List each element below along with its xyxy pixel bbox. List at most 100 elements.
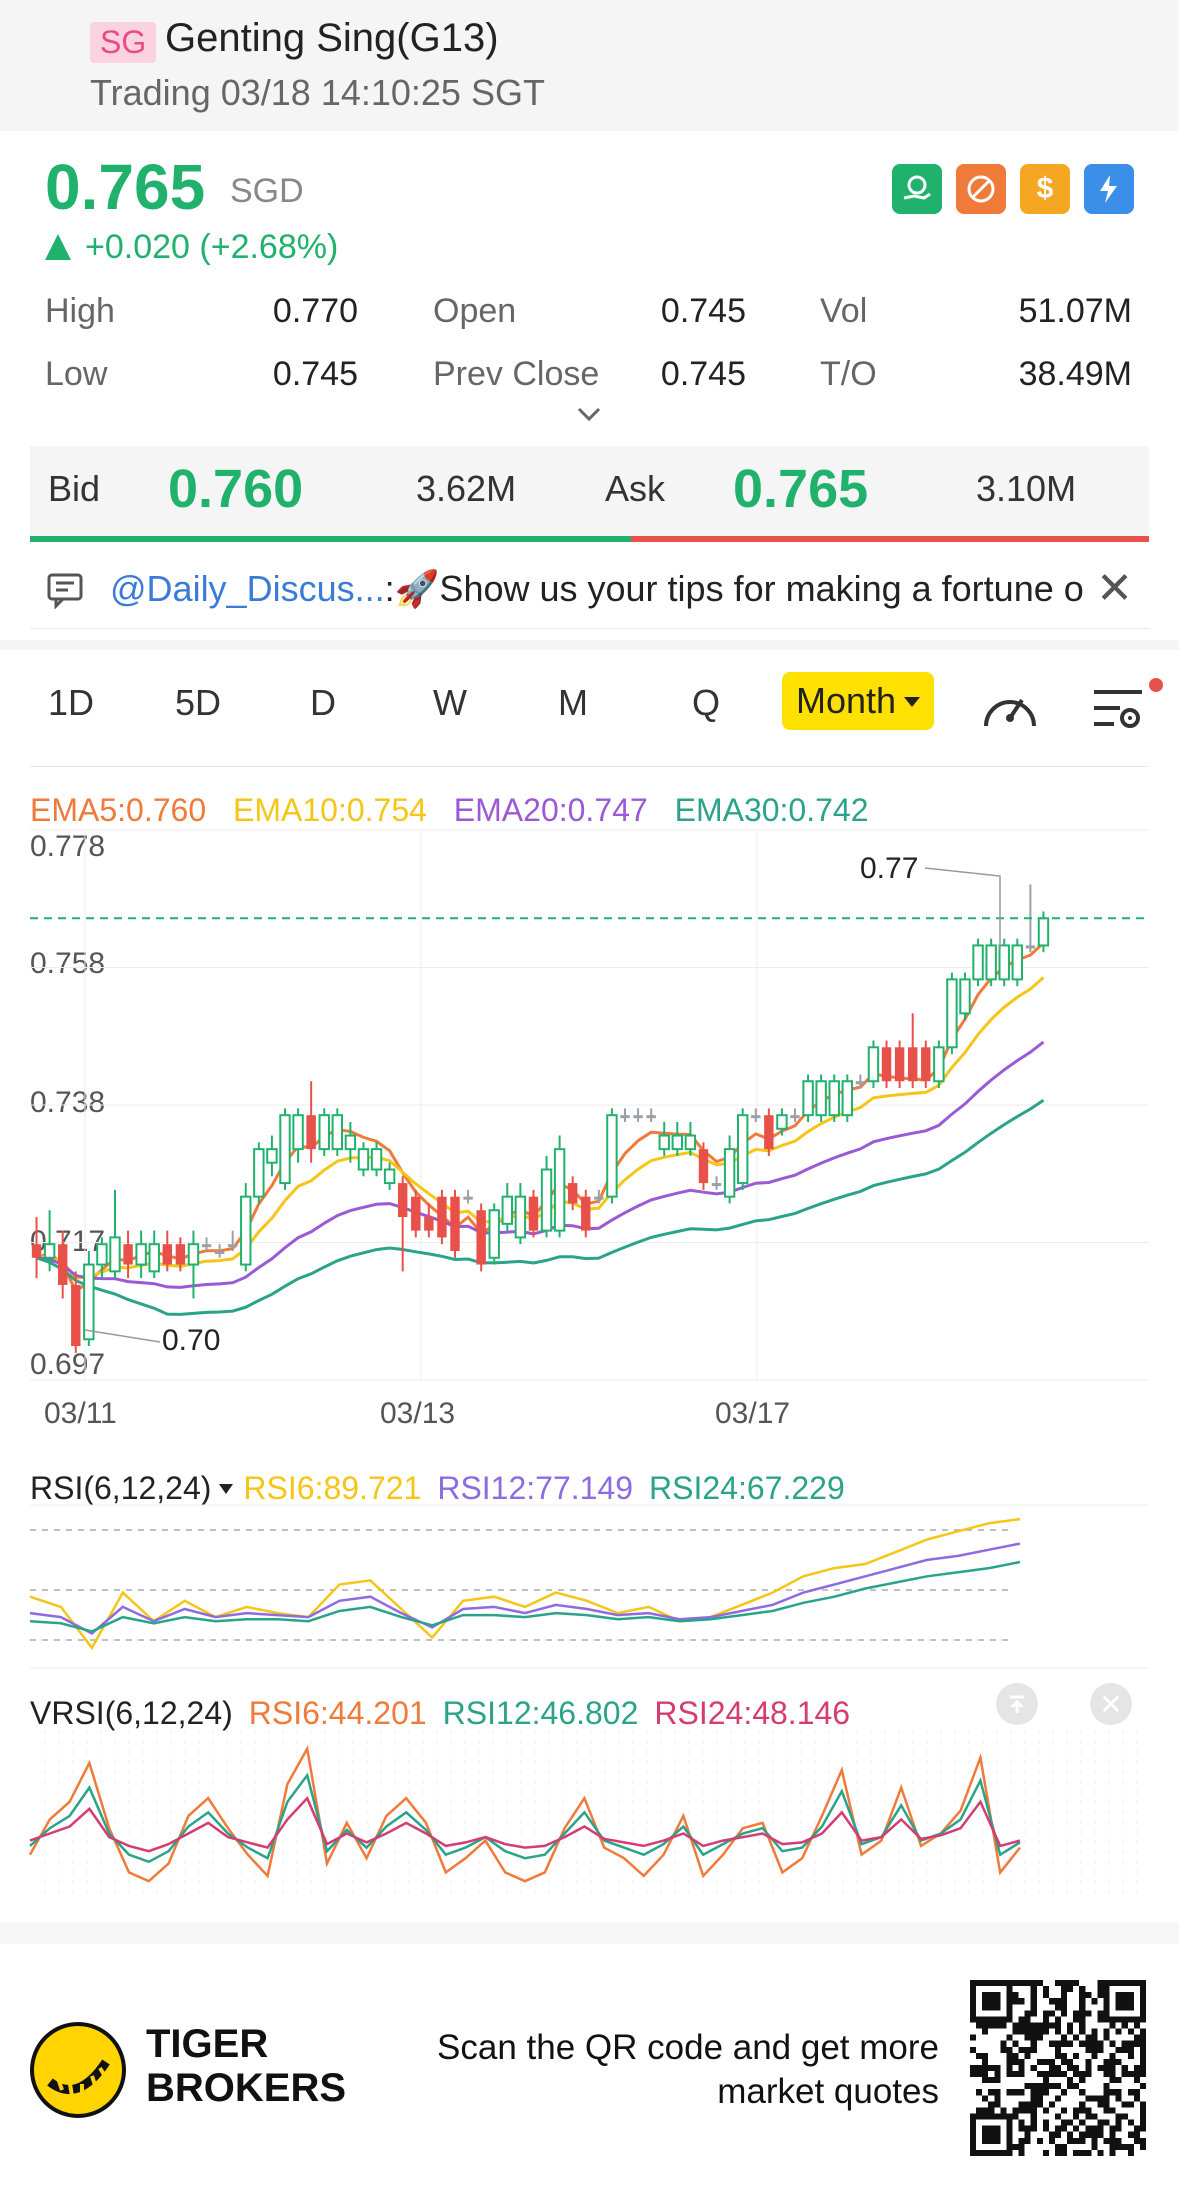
qr-module (1030, 2010, 1037, 2017)
qr-module (1012, 2022, 1019, 2029)
qr-module (1127, 2101, 1134, 2108)
move-top-icon[interactable] (996, 1683, 1038, 1725)
scan-line1: Scan the QR code and get more (437, 2028, 939, 2067)
ask-volume-bar (631, 536, 1149, 542)
qr-module (1036, 2071, 1043, 2078)
qr-module (1012, 2113, 1019, 2120)
qr-module (994, 2022, 1001, 2029)
qr-module (1115, 2046, 1122, 2053)
candle-body (567, 1183, 578, 1204)
close-indicator-icon[interactable]: ✕ (1090, 1683, 1132, 1725)
qr-module (1073, 2071, 1080, 2078)
qr-module (1133, 2071, 1140, 2078)
qr-module (1091, 2143, 1098, 2150)
qr-module (1048, 2010, 1055, 2017)
gauge-icon[interactable] (980, 682, 1040, 734)
qr-module (1054, 1980, 1062, 1987)
qr-module (1030, 1998, 1037, 2005)
qr-module (1097, 2064, 1104, 2072)
qr-module (1127, 2052, 1134, 2059)
vrsi12-line (29, 1772, 1021, 1864)
tab-d[interactable]: D (310, 682, 336, 723)
qr-module (1042, 2010, 1049, 2017)
discussion-ticker[interactable]: @Daily_Discus...:🚀Show us your tips for … (30, 555, 1149, 629)
candle-body (71, 1284, 81, 1347)
candle-body (514, 1195, 527, 1239)
indicator-settings-icon[interactable] (1090, 682, 1146, 734)
qr-module (1133, 2095, 1140, 2102)
close-icon[interactable]: ✕ (1096, 564, 1133, 613)
expand-chevron-icon[interactable] (575, 400, 603, 428)
rsi-title[interactable]: RSI(6,12,24) (30, 1470, 212, 1506)
tab-q[interactable]: Q (692, 682, 721, 723)
caret-down-icon[interactable] (219, 1484, 234, 1494)
qr-module (1103, 2107, 1110, 2114)
qr-module (1042, 2083, 1049, 2090)
qr-module (1097, 2131, 1104, 2138)
ema20-legend: EMA20:0.747 (453, 792, 648, 828)
qr-module (1139, 2046, 1146, 2053)
qr-module (1073, 2137, 1080, 2144)
candle-body (57, 1244, 68, 1285)
qr-module (994, 2071, 1001, 2078)
qr-module (1054, 2064, 1062, 2072)
low-marker-label: 0.70 (162, 1324, 221, 1357)
qr-module (1061, 2004, 1068, 2011)
ema10-line (36, 976, 1045, 1280)
qr-module (1006, 2046, 1013, 2053)
tab-w[interactable]: W (433, 682, 467, 723)
qr-module (1061, 2119, 1068, 2126)
qr-module (1127, 2119, 1134, 2126)
ticker-mention[interactable]: @Daily_Discus... (110, 568, 385, 609)
qr-module (1054, 2052, 1062, 2059)
ema30-legend: EMA30:0.742 (674, 792, 869, 828)
qr-module (1018, 2149, 1025, 2156)
qr-module (982, 2058, 989, 2065)
qr-module (1139, 2083, 1146, 2090)
candle-body (175, 1244, 186, 1265)
lightning-icon[interactable] (1084, 164, 1134, 214)
hand-coin-icon[interactable] (892, 164, 942, 214)
ema30-line (36, 1098, 1045, 1316)
qr-module (1079, 1992, 1086, 1999)
candle-body (331, 1114, 344, 1151)
qr-module (1048, 2083, 1055, 2090)
candle-body (1011, 944, 1024, 981)
qr-module (1079, 2022, 1086, 2029)
qr-module (1030, 2107, 1037, 2114)
dollar-icon[interactable]: $ (1020, 164, 1070, 214)
ema5-line (36, 941, 1045, 1294)
qr-module (1097, 2101, 1104, 2108)
qr-module (1030, 1986, 1037, 1993)
candle-body (187, 1243, 200, 1266)
qr-module (1042, 2058, 1049, 2065)
brand-name: TIGER BROKERS (146, 2022, 346, 2110)
high-marker-line (924, 867, 1001, 950)
qr-module (1091, 2113, 1098, 2120)
qr-module (1109, 2143, 1116, 2150)
tab-5d[interactable]: 5D (175, 682, 222, 723)
ema20-line (36, 1040, 1045, 1289)
qr-module (1115, 2089, 1122, 2096)
qr-module (1024, 2028, 1031, 2035)
ask-size: 3.10M (976, 468, 1077, 509)
vrsi-title: VRSI(6,12,24) (30, 1695, 233, 1731)
candle-body (148, 1243, 160, 1273)
tab-1d[interactable]: 1D (48, 682, 95, 723)
qr-module (1115, 2028, 1122, 2035)
no-short-icon[interactable] (956, 164, 1006, 214)
qr-module (1018, 2119, 1025, 2126)
qr-module (1133, 2034, 1140, 2041)
tab-m[interactable]: M (558, 682, 588, 723)
ticker-message[interactable]: @Daily_Discus...:🚀Show us your tips for … (110, 568, 1105, 610)
qr-module (994, 2095, 1001, 2102)
candle-body (357, 1148, 370, 1171)
tab-month[interactable]: Month (782, 672, 935, 730)
qr-module (1103, 2095, 1110, 2102)
qr-module (1121, 2071, 1128, 2078)
qr-module (1133, 2022, 1140, 2029)
kline-chart[interactable] (0, 0, 1179, 1922)
qr-module (1036, 2034, 1043, 2041)
qr-module (1121, 2113, 1128, 2120)
qr-module (1042, 1992, 1049, 1999)
